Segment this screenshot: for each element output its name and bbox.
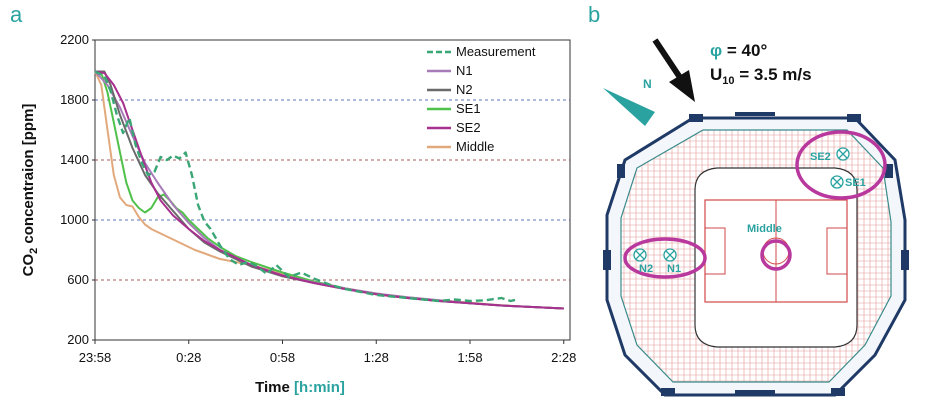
sensor-n1-icon (663, 248, 677, 262)
legend: Measurement N1 N2 SE1 SE2 Middle (427, 44, 536, 154)
legend-label-se2: SE2 (456, 120, 481, 135)
legend-label-n2: N2 (456, 82, 473, 97)
se-location-highlight (795, 130, 887, 200)
y-tick-label: 2200 (60, 32, 89, 47)
sensor-se2-icon (836, 147, 850, 161)
wind-speed: U10 = 3.5 m/s (710, 65, 812, 87)
sensor-n2-icon (633, 248, 647, 262)
label-se2: SE2 (810, 151, 831, 163)
middle-location-highlight (760, 239, 792, 271)
label-n1: N1 (667, 263, 681, 275)
sensor-se1-icon (830, 175, 844, 189)
legend-label-n1: N1 (456, 63, 473, 78)
series-line-measurement (94, 70, 518, 303)
x-tick-label: 1:58 (457, 350, 482, 365)
legend-label-se1: SE1 (456, 101, 481, 116)
y-axis-title: CO2 concentraion [ppm] (20, 104, 40, 277)
y-tick-label: 1800 (60, 92, 89, 107)
y-tick-label: 600 (67, 272, 89, 287)
y-tick-label: 200 (67, 332, 89, 347)
stadium-diagram: N φ = 40° U10 = 3.5 m/s (603, 38, 909, 397)
label-n2: N2 (639, 263, 653, 275)
panel-a-label: a (10, 2, 23, 27)
x-tick-label: 1:28 (364, 350, 389, 365)
n-location-highlight (623, 237, 707, 279)
x-tick-label: 23:58 (79, 350, 112, 365)
label-middle: Middle (747, 223, 782, 235)
axis-ticks: 200 600 1000 1400 1800 2200 23:58 0:28 0:58 1:28 1… (60, 32, 576, 365)
wind-arrow-icon (669, 70, 695, 102)
series-lines (94, 70, 564, 310)
wind-direction: φ = 40° (710, 41, 767, 60)
north-arrow-icon (603, 88, 655, 126)
legend-label-middle: Middle (456, 139, 494, 154)
x-tick-label: 0:58 (270, 350, 295, 365)
stadium-structure (603, 112, 909, 396)
north-label: N (643, 77, 652, 91)
legend-label-measurement: Measurement (456, 44, 536, 59)
x-tick-label: 0:28 (176, 350, 201, 365)
co2-line-chart: 200 600 1000 1400 1800 2200 23:58 0:28 0:58 1:28 1… (20, 32, 576, 396)
x-tick-label: 2:28 (551, 350, 576, 365)
x-axis-title: Time [h:min] (255, 379, 345, 396)
pitch-right-box (826, 227, 848, 275)
y-tick-label: 1400 (60, 152, 89, 167)
pitch-left-box (704, 227, 726, 275)
y-tick-label: 1000 (60, 212, 89, 227)
sensor-markers (633, 147, 850, 262)
label-se1: SE1 (845, 177, 866, 189)
plot-area (94, 39, 571, 341)
panel-b-label: b (588, 2, 601, 27)
grid-lines (95, 99, 570, 281)
